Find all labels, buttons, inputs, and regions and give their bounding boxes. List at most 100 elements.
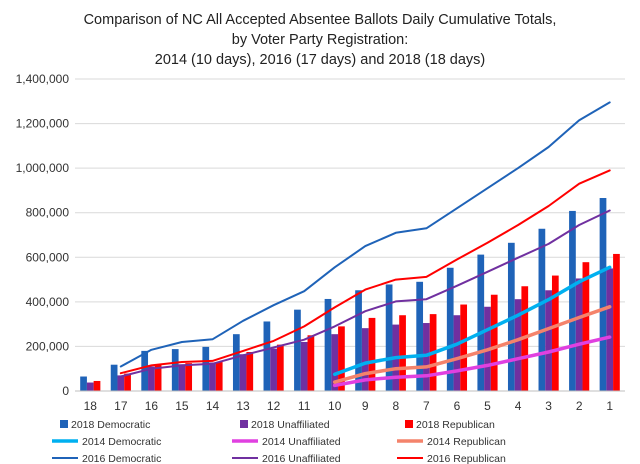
y-tick-label: 0 (62, 384, 69, 398)
bar (453, 315, 461, 391)
bar (246, 352, 254, 391)
bar (148, 366, 155, 391)
legend-item: 2014 Unaffiliated (232, 436, 341, 448)
bar (385, 284, 393, 391)
bar (606, 268, 614, 391)
x-tick-label: 17 (114, 399, 128, 413)
x-axis: 18 17 16 15 14 13 12 11 10 9 8 7 6 5 4 3 2 1 (75, 390, 625, 413)
x-tick-label: 10 (328, 399, 342, 413)
bar (80, 376, 87, 391)
bar (599, 198, 607, 391)
legend-label: 2016 Unaffiliated (262, 453, 341, 464)
bar (307, 335, 315, 391)
legend-swatch (405, 420, 413, 428)
x-tick-label: 13 (236, 399, 250, 413)
bar (361, 328, 369, 391)
legend-swatch (240, 420, 248, 428)
x-tick-label: 12 (267, 399, 281, 413)
y-tick-label: 1,400,000 (16, 72, 70, 86)
bar (477, 254, 485, 391)
bar (446, 267, 454, 391)
legend-item: 2018 Unaffiliated (240, 419, 330, 431)
x-tick-label: 7 (423, 399, 430, 413)
legend-item: 2014 Republican (397, 436, 506, 448)
bar (545, 290, 552, 391)
legend-label: 2018 Unaffiliated (251, 419, 330, 431)
bar (202, 346, 210, 391)
bar (232, 334, 240, 391)
line-2014-unaffiliated (332, 335, 612, 388)
y-tick-label: 1,000,000 (16, 161, 70, 175)
x-tick-label: 8 (392, 399, 399, 413)
bar (338, 326, 345, 391)
bar (551, 275, 559, 391)
x-tick-label: 18 (84, 399, 98, 413)
x-tick-label: 9 (362, 399, 369, 413)
bar-series (80, 198, 620, 391)
x-tick-label: 15 (175, 399, 189, 413)
bar (178, 364, 186, 391)
bar (368, 317, 376, 391)
bar (270, 348, 277, 391)
legend-label: 2018 Democratic (71, 419, 150, 431)
y-tick-label: 800,000 (26, 206, 70, 220)
line-2014-republican (332, 305, 612, 384)
legend: 2018 Democratic 2018 Unaffiliated 2018 Rep… (52, 419, 506, 464)
bar (575, 278, 583, 391)
x-tick-label: 11 (298, 399, 311, 413)
legend-label: 2014 Unaffiliated (262, 436, 341, 448)
bar-series-2018-unaffiliated (86, 268, 614, 391)
bar (154, 364, 162, 391)
y-tick-label: 1,200,000 (16, 117, 70, 131)
x-tick-label: 5 (484, 399, 491, 413)
legend-swatch (60, 420, 68, 428)
bar (582, 262, 590, 391)
bar (117, 375, 125, 391)
bar (263, 321, 271, 391)
bar (399, 315, 406, 391)
x-tick-label: 6 (454, 399, 461, 413)
legend-label: 2014 Republican (427, 436, 506, 448)
bar (185, 363, 193, 391)
x-tick-label: 1 (606, 399, 613, 413)
bar (209, 362, 216, 391)
legend-item: 2016 Republican (397, 453, 506, 464)
bar (324, 298, 332, 391)
x-tick-label: 4 (515, 399, 522, 413)
bar (93, 380, 101, 391)
y-axis: 0 200,000 400,000 600,000 800,000 1,000,000 1,… (16, 72, 70, 398)
x-tick-label: 14 (206, 399, 220, 413)
bar (569, 210, 576, 391)
legend-label: 2016 Republican (427, 453, 506, 464)
bar (538, 228, 546, 391)
legend-label: 2016 Democratic (82, 453, 161, 464)
legend-label: 2014 Democratic (82, 436, 161, 448)
bar (239, 354, 247, 391)
title-line-1: Comparison of NC All Accepted Absentee B… (84, 12, 557, 28)
y-tick-label: 400,000 (26, 295, 70, 309)
x-tick-label: 3 (545, 399, 552, 413)
legend-item: 2014 Democratic (52, 436, 161, 448)
legend-label: 2018 Republican (416, 419, 495, 431)
line-series (119, 101, 612, 388)
bar (215, 362, 223, 391)
bar (416, 281, 424, 391)
line-2014-democratic (332, 265, 612, 377)
bar (86, 382, 94, 391)
line-2016-unaffiliated (119, 209, 611, 378)
y-tick-label: 600,000 (26, 250, 70, 264)
bar (613, 253, 620, 391)
y-tick-label: 200,000 (26, 339, 70, 353)
legend-item: 2016 Democratic (52, 453, 161, 464)
bar (331, 334, 339, 391)
bar (514, 299, 522, 391)
line-2016-democratic (119, 101, 611, 368)
title-line-2: by Voter Party Registration: (232, 32, 409, 48)
chart-title: Comparison of NC All Accepted Absentee B… (84, 12, 557, 68)
bar (110, 364, 118, 391)
line-2016-republican (119, 169, 611, 375)
bar (124, 373, 131, 391)
x-tick-label: 2 (576, 399, 583, 413)
bar (276, 344, 284, 391)
